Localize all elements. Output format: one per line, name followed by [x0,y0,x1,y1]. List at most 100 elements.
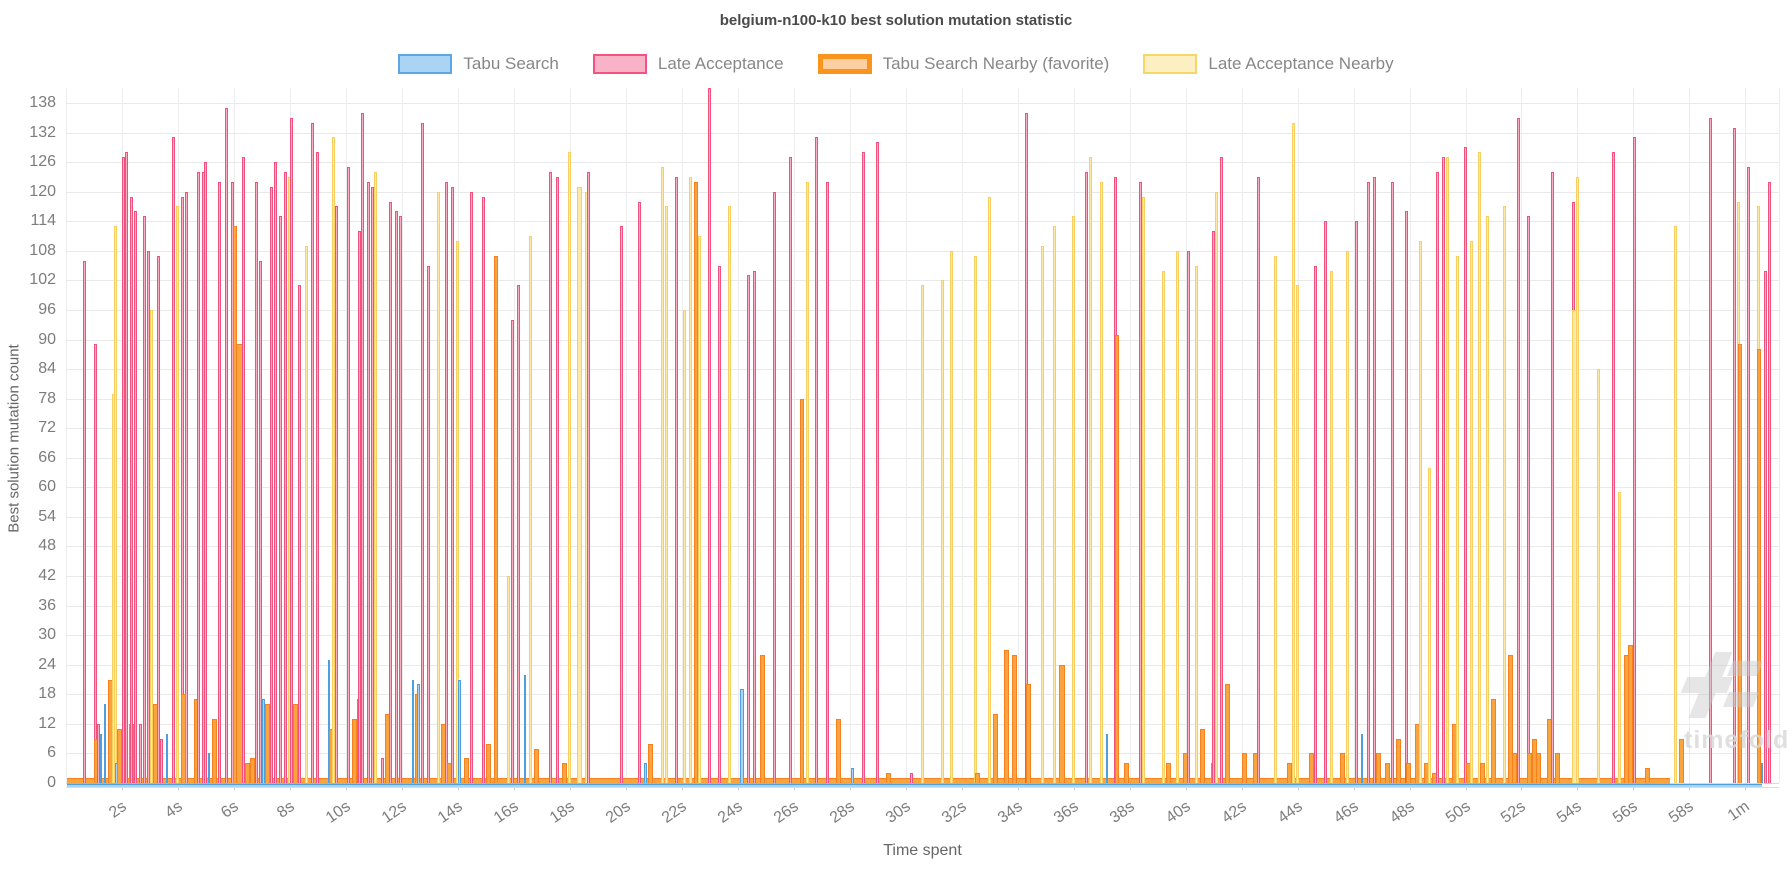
bar-late-acceptance[interactable] [138,723,142,783]
bar-late-acceptance[interactable] [370,186,374,783]
bar-tabu-search[interactable] [411,679,415,783]
bar-late-acceptance-nearby[interactable] [806,181,810,783]
bar-tabu-search-nearby-favorite[interactable] [1757,349,1762,783]
bar-tabu-search-nearby-favorite[interactable] [1737,344,1742,783]
bar-late-acceptance[interactable] [1220,157,1224,783]
bar-late-acceptance[interactable] [708,88,712,783]
bar-late-acceptance[interactable] [184,191,188,783]
bar-tabu-search-nearby-favorite[interactable] [1124,763,1130,783]
bar-tabu-search-nearby-favorite[interactable] [1166,763,1172,783]
bar-late-acceptance[interactable] [1084,171,1088,783]
bar-late-acceptance-nearby[interactable] [1088,157,1092,783]
bar-late-acceptance-nearby[interactable] [698,236,702,783]
bar-late-acceptance[interactable] [548,171,552,783]
bar-late-acceptance[interactable] [674,176,678,783]
bar-tabu-search[interactable] [207,753,210,783]
bar-late-acceptance[interactable] [289,117,293,783]
bar-late-acceptance[interactable] [1354,221,1358,783]
bar-tabu-search-nearby-favorite[interactable] [1286,763,1292,783]
bar-late-acceptance[interactable] [586,171,590,783]
bar-late-acceptance-nearby[interactable] [1329,270,1333,783]
bar-tabu-search-nearby-favorite[interactable] [648,743,654,783]
bar-late-acceptance[interactable] [298,285,302,783]
bar-late-acceptance-nearby[interactable] [940,280,944,783]
bar-late-acceptance[interactable] [1633,137,1637,783]
bar-late-acceptance[interactable] [1517,117,1521,783]
bar-late-acceptance[interactable] [445,181,449,783]
bar-late-acceptance[interactable] [470,191,474,783]
bar-late-acceptance[interactable] [426,265,430,783]
bar-late-acceptance-nearby[interactable] [1575,176,1579,783]
bar-tabu-search-nearby-favorite[interactable] [1555,753,1561,783]
bar-late-acceptance[interactable] [242,157,246,783]
bar-tabu-search-nearby-favorite[interactable] [181,694,187,783]
bar-late-acceptance[interactable] [1526,216,1530,783]
bar-tabu-search-nearby-favorite[interactable] [351,718,357,783]
bar-late-acceptance[interactable] [1550,171,1554,783]
bar-late-acceptance[interactable] [204,162,208,783]
bar-tabu-search-nearby-favorite[interactable] [1115,334,1120,783]
bar-late-acceptance[interactable] [394,211,398,783]
bar-late-acceptance[interactable] [389,201,393,783]
bar-late-acceptance[interactable] [358,231,362,783]
bar-tabu-search-nearby-favorite[interactable] [760,654,766,783]
bar-late-acceptance[interactable] [347,167,351,783]
bar-late-acceptance[interactable] [772,191,776,783]
bar-late-acceptance-nearby[interactable] [176,206,180,783]
bar-late-acceptance-nearby[interactable] [974,255,978,783]
bar-late-acceptance[interactable] [134,211,138,783]
bar-tabu-search-nearby-favorite[interactable] [1059,664,1066,783]
bar-late-acceptance-nearby[interactable] [1346,250,1350,783]
legend-item-tabu-search-nearby-favorite[interactable]: Tabu Search Nearby (favorite) [817,54,1109,74]
bar-late-acceptance[interactable] [1024,112,1028,783]
bar-tabu-search-nearby-favorite[interactable] [1384,763,1390,783]
bar-late-acceptance[interactable] [96,723,100,783]
bar-late-acceptance[interactable] [1186,250,1190,783]
bar-late-acceptance[interactable] [1708,117,1712,783]
bar-late-acceptance-nearby[interactable] [1673,226,1677,783]
bar-late-acceptance-nearby[interactable] [1617,492,1621,783]
bar-late-acceptance-nearby[interactable] [1427,467,1431,783]
bar-tabu-search-nearby-favorite[interactable] [1678,738,1684,783]
bar-late-acceptance-nearby[interactable] [1273,255,1277,783]
bar-late-acceptance[interactable] [638,201,642,783]
bar-late-acceptance[interactable] [421,122,425,783]
bar-late-acceptance[interactable] [789,157,793,783]
bar-late-acceptance-nearby[interactable] [1195,265,1199,783]
bar-late-acceptance[interactable] [1767,181,1771,783]
bar-late-acceptance-nearby[interactable] [506,576,510,783]
bar-late-acceptance-nearby[interactable] [373,171,377,783]
bar-late-acceptance-nearby[interactable] [1419,240,1423,783]
bar-late-acceptance-nearby[interactable] [1175,250,1179,783]
bar-late-acceptance[interactable] [1367,181,1371,783]
bar-late-acceptance-nearby[interactable] [305,245,309,783]
bar-tabu-search[interactable] [1760,763,1764,783]
bar-late-acceptance-nearby[interactable] [1478,152,1481,783]
bar-tabu-search-nearby-favorite[interactable] [293,704,299,783]
bar-late-acceptance[interactable] [156,255,160,783]
bar-late-acceptance[interactable] [1373,176,1377,783]
bar-late-acceptance[interactable] [180,196,184,783]
bar-late-acceptance-nearby[interactable] [568,152,572,783]
bar-tabu-search-nearby-favorite[interactable] [1376,753,1382,783]
bar-tabu-search-nearby-favorite[interactable] [561,763,567,783]
bar-late-acceptance[interactable] [159,738,163,783]
bar-late-acceptance[interactable] [1464,147,1467,783]
bar-late-acceptance-nearby[interactable] [1291,122,1295,783]
bar-tabu-search-nearby-favorite[interactable] [1026,684,1032,783]
bar-late-acceptance[interactable] [124,152,128,783]
bar-late-acceptance[interactable] [1746,167,1750,783]
bar-late-acceptance-nearby[interactable] [436,191,440,783]
bar-tabu-search[interactable] [851,768,854,783]
bar-late-acceptance[interactable] [1612,152,1616,783]
bar-late-acceptance[interactable] [1732,127,1736,783]
bar-late-acceptance[interactable] [334,206,338,783]
bar-late-acceptance-nearby[interactable] [1100,181,1104,783]
bar-late-acceptance[interactable] [147,250,151,783]
bar-tabu-search[interactable] [417,684,420,783]
bar-tabu-search-nearby-favorite[interactable] [1241,753,1247,783]
bar-late-acceptance-nearby[interactable] [1072,216,1076,783]
legend-item-late-acceptance[interactable]: Late Acceptance [592,54,784,74]
bar-late-acceptance[interactable] [270,186,274,783]
bar-late-acceptance[interactable] [620,226,624,783]
